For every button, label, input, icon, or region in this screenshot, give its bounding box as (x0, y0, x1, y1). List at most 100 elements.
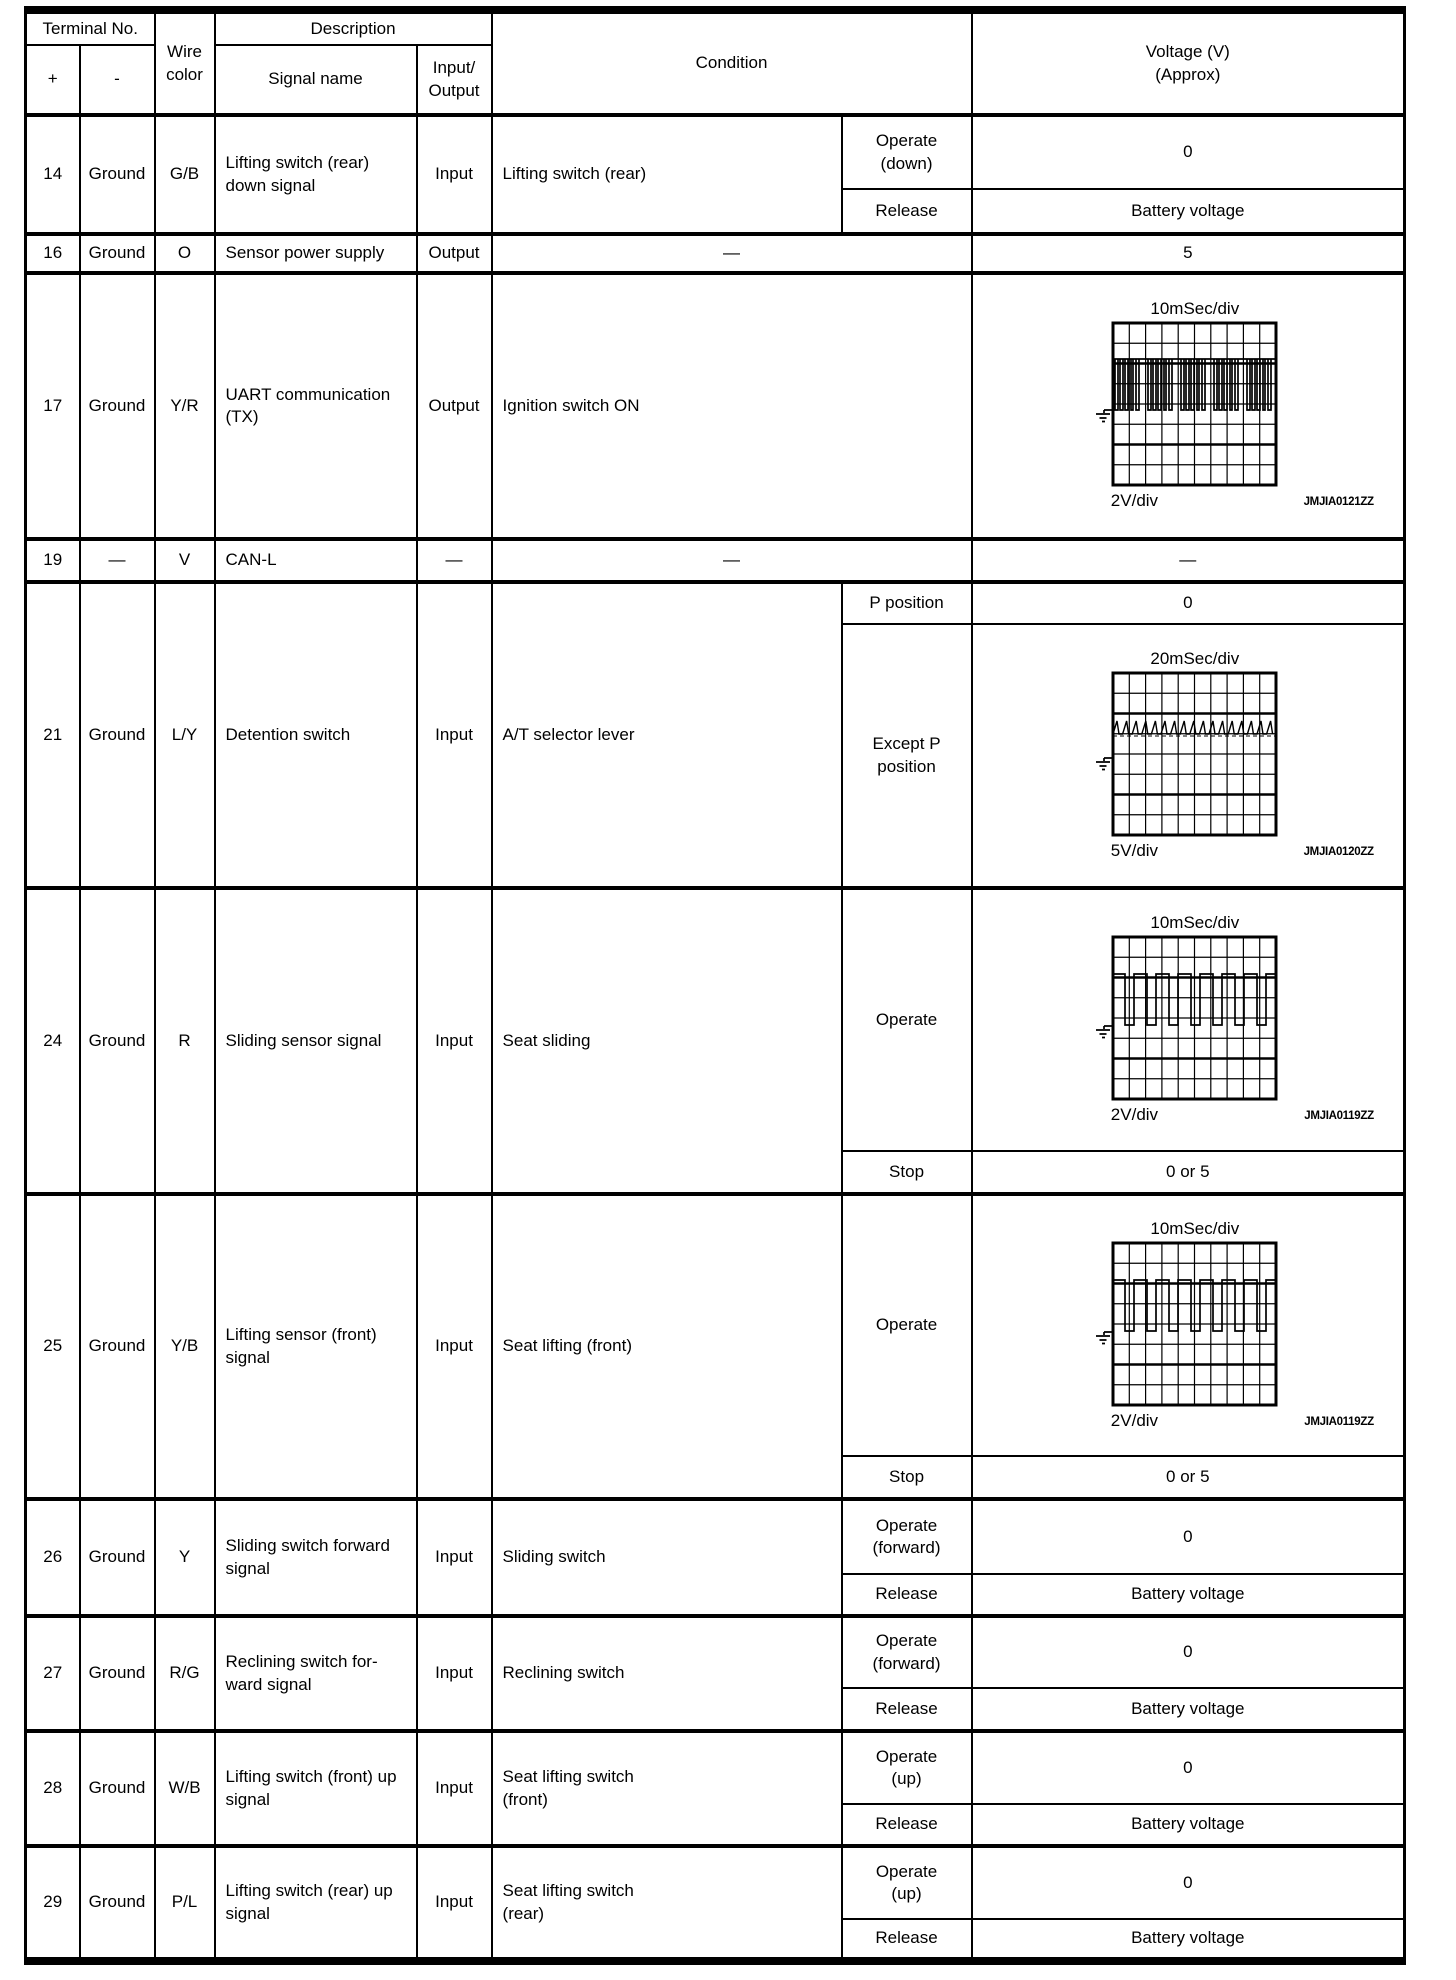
signal-name: Lifting switch (rear) up signal (213, 1844, 418, 1962)
scope-volts-per-div: 2V/div (1110, 491, 1159, 510)
condition-sub: Stop (840, 1150, 973, 1195)
input-output: Input (415, 1614, 493, 1732)
condition-main: Seat lifting (front) (490, 1192, 843, 1500)
terminal-minus: Ground (78, 1192, 156, 1500)
condition-sub: Except P position (840, 623, 973, 889)
voltage-value: 0 (970, 580, 1406, 625)
condition-sub: P position (840, 580, 973, 625)
oscilloscope-figure: 20mSec/div 5V/div JMJIA0120ZZ (998, 648, 1378, 864)
condition-main: Seat sliding (490, 886, 843, 1195)
ground-symbol-icon (1095, 1025, 1113, 1039)
scope-image-id: JMJIA0119ZZ (1304, 1110, 1374, 1122)
voltage-value: 0 or 5 (970, 1150, 1406, 1195)
header-plus: + (24, 44, 81, 116)
voltage-value: — (970, 537, 1406, 583)
condition-sub: Operate (forward) (840, 1497, 973, 1575)
terminal-plus: 19 (24, 537, 81, 583)
header-signal-name: Signal name (213, 44, 418, 116)
terminal-plus: 16 (24, 232, 81, 274)
signal-name: Detention switch (213, 580, 418, 889)
header-input-output: Input/ Output (415, 44, 493, 116)
input-output: Output (415, 271, 493, 540)
wire-color: V (153, 537, 216, 583)
condition-sub: Operate (840, 1192, 973, 1457)
square-waveform (1112, 973, 1276, 1026)
wire-color: P/L (153, 1844, 216, 1962)
scope-time-per-div: 10mSec/div (1150, 299, 1240, 318)
voltage-value: 0 (970, 1729, 1406, 1805)
voltage-value: Battery voltage (970, 1573, 1406, 1617)
terminal-plus: 14 (24, 113, 81, 235)
scope-time-per-div: 10mSec/div (1150, 913, 1240, 932)
condition-main: Sliding switch (490, 1497, 843, 1617)
input-output: — (415, 537, 493, 583)
condition-sub: Release (840, 1803, 973, 1847)
terminal-minus: Ground (78, 886, 156, 1195)
condition-sub: Operate (up) (840, 1844, 973, 1920)
terminal-minus: Ground (78, 271, 156, 540)
wire-color: W/B (153, 1729, 216, 1847)
signal-name: Sensor power supply (213, 232, 418, 274)
scope-image-id: JMJIA0120ZZ (1303, 845, 1375, 858)
terminal-minus: Ground (78, 1729, 156, 1847)
voltage-cell: 20mSec/div 5V/div JMJIA0120ZZ (970, 623, 1406, 889)
condition-main: Ignition switch ON (490, 271, 973, 540)
condition-main: A/T selector lever (490, 580, 843, 889)
header-wire-color: Wire color (153, 8, 216, 116)
square-waveform (1112, 1278, 1276, 1332)
wire-color: R (153, 886, 216, 1195)
terminal-plus: 21 (24, 580, 81, 889)
input-output: Input (415, 1497, 493, 1617)
condition-sub: Operate (up) (840, 1729, 973, 1805)
input-output: Input (415, 1729, 493, 1847)
input-output: Input (415, 1844, 493, 1962)
wire-color: L/Y (153, 580, 216, 889)
terminal-plus: 17 (24, 271, 81, 540)
voltage-value: 5 (970, 232, 1406, 274)
condition-sub: Stop (840, 1455, 973, 1500)
voltage-cell: 10mSec/div 2V/div JMJIA0121ZZ (970, 271, 1406, 540)
scope-grid (1095, 321, 1278, 487)
input-output: Input (415, 1192, 493, 1500)
condition-sub: Operate (forward) (840, 1614, 973, 1689)
scope-volts-per-div: 5V/div (1110, 840, 1159, 860)
signal-name: Lifting sensor (front) signal (213, 1192, 418, 1500)
wire-color: Y (153, 1497, 216, 1617)
condition-sub: Operate (840, 886, 973, 1152)
input-output: Input (415, 113, 493, 235)
condition-main: Lifting switch (rear) (490, 113, 843, 235)
signal-name: Sliding sensor signal (213, 886, 418, 1195)
voltage-value: Battery voltage (970, 188, 1406, 235)
voltage-value: Battery voltage (970, 1803, 1406, 1847)
voltage-cell: 10mSec/div 2V/div JMJIA0119ZZ (970, 886, 1406, 1152)
input-output: Output (415, 232, 493, 274)
terminal-voltage-table: Terminal No. Wire color Description Cond… (24, 6, 1407, 1965)
wire-color: G/B (153, 113, 216, 235)
voltage-value: 0 (970, 113, 1406, 190)
header-minus: - (78, 44, 156, 116)
wire-color: Y/R (153, 271, 216, 540)
condition-main: — (490, 232, 973, 274)
terminal-plus: 24 (24, 886, 81, 1195)
terminal-minus: Ground (78, 1844, 156, 1962)
condition-main: Seat lifting switch (rear) (490, 1844, 843, 1962)
condition-main: Seat lifting switch (front) (490, 1729, 843, 1847)
condition-sub: Release (840, 1573, 973, 1617)
scope-volts-per-div: 2V/div (1110, 1410, 1159, 1430)
signal-name: Reclining switch for- ward signal (213, 1614, 418, 1732)
oscilloscope-figure: 10mSec/div 2V/div JMJIA0119ZZ (998, 1218, 1378, 1434)
voltage-value: 0 (970, 1614, 1406, 1689)
condition-main: Reclining switch (490, 1614, 843, 1732)
terminal-plus: 26 (24, 1497, 81, 1617)
terminal-minus: Ground (78, 232, 156, 274)
wire-color: O (153, 232, 216, 274)
spike-train-waveform (1112, 720, 1274, 735)
signal-name: Lifting switch (rear) down signal (213, 113, 418, 235)
scope-image-id: JMJIA0119ZZ (1304, 1415, 1374, 1428)
condition-sub: Operate (down) (840, 113, 973, 190)
header-terminal-no: Terminal No. (24, 8, 156, 46)
header-condition: Condition (490, 8, 973, 116)
voltage-value: Battery voltage (970, 1687, 1406, 1732)
voltage-value: 0 (970, 1844, 1406, 1920)
ground-symbol-icon (1095, 1330, 1113, 1344)
